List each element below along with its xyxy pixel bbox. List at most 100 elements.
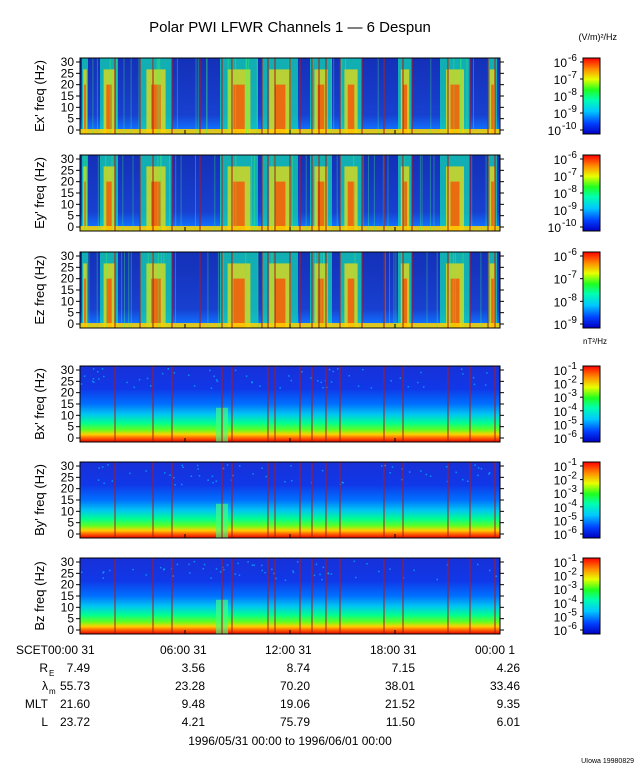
noise-speck [389, 568, 391, 570]
noise-speck [223, 568, 225, 571]
activity-peak [347, 84, 355, 134]
noise-speck [389, 472, 391, 474]
y-tick-label: 30 [61, 152, 75, 166]
noise-streak [326, 252, 328, 328]
colorbar: 10-610-710-810-910-10 [548, 150, 601, 235]
y-tick-label: 15 [61, 397, 75, 411]
ephemeris-value: 9.48 [182, 697, 206, 711]
spectrogram-image [80, 366, 500, 442]
noise-speck [174, 484, 176, 486]
colorbar: 10-110-210-310-410-510-6 [554, 553, 601, 638]
ephemeris-value: 55.73 [60, 679, 90, 693]
noise-streak [206, 58, 207, 134]
ephemeris-value: 4.26 [497, 661, 521, 675]
noise-speck [480, 468, 483, 470]
colorbar-tick-exponent: -9 [568, 201, 577, 212]
noise-speck [181, 483, 183, 486]
noise-speck [436, 578, 438, 581]
noise-speck [322, 566, 325, 569]
colorbar-tick-label: 10 [554, 405, 568, 419]
noise-speck [290, 465, 292, 467]
noise-speck [252, 473, 254, 475]
noise-speck [495, 575, 497, 577]
spectrogram-image [80, 558, 500, 634]
colorbar-tick-exponent: -6 [568, 429, 577, 440]
colorbar-tick-exponent: -10 [562, 121, 577, 132]
colorbar-tick-exponent: -3 [568, 388, 577, 399]
noise-streak [373, 155, 375, 231]
x-tick-label: 06:00 31 [160, 643, 207, 657]
noise-speck [80, 383, 83, 385]
y-axis-label: By' freq (Hz) [32, 464, 47, 536]
colorbar-tick-label: 10 [554, 56, 568, 70]
noise-speck [98, 467, 100, 469]
noise-streak [159, 58, 161, 134]
noise-speck [259, 385, 261, 387]
noise-speck [98, 378, 100, 380]
noise-speck [247, 561, 249, 563]
noise-speck [103, 375, 105, 378]
y-tick-label: 20 [61, 78, 75, 92]
noise-speck [321, 578, 323, 581]
activity-peak [450, 84, 460, 134]
noise-streak [354, 252, 356, 328]
noise-speck [215, 480, 217, 482]
colorbar-gradient [582, 461, 601, 539]
noise-streak [471, 155, 473, 231]
noise-streak [453, 58, 455, 134]
colorbar-tick-exponent: -8 [568, 184, 577, 195]
noise-speck [239, 465, 241, 467]
noise-streak [248, 58, 250, 134]
y-tick-label: 25 [61, 470, 75, 484]
ephemeris-value: 33.46 [490, 679, 520, 693]
noise-speck [488, 473, 490, 475]
noise-speck [477, 467, 480, 469]
noise-streak [246, 58, 248, 134]
noise-speck [216, 380, 219, 383]
noise-streak [317, 252, 319, 328]
ephemeris-row-label: MLT [25, 697, 49, 711]
noise-streak [195, 155, 196, 231]
noise-speck [219, 571, 222, 573]
noise-speck [213, 375, 215, 377]
activity-peak [402, 84, 408, 134]
y-tick-label: 5 [67, 209, 74, 223]
y-tick-label: 0 [67, 431, 74, 445]
ephemeris-value: 8.74 [287, 661, 311, 675]
noise-streak [160, 252, 162, 328]
noise-streak [288, 58, 290, 134]
noise-streak [454, 252, 456, 328]
noise-speck [462, 478, 464, 481]
noise-streak [387, 155, 389, 231]
noise-speck [103, 571, 105, 573]
noise-speck [320, 381, 322, 384]
y-tick-label: 10 [61, 197, 75, 211]
colorbar-tick-label: 10 [548, 221, 562, 235]
colorbar-tick-exponent: -7 [568, 70, 577, 81]
colorbar-tick-label: 10 [554, 501, 568, 515]
activity-peak [347, 278, 355, 328]
activity-peak [233, 278, 245, 328]
noise-speck [408, 471, 411, 473]
colorbar-tick-label: 10 [554, 273, 568, 287]
colorbar-tick-label: 10 [554, 391, 568, 405]
noise-streak [253, 155, 255, 231]
noise-streak [96, 58, 98, 134]
noise-streak [83, 155, 85, 231]
ephemeris-value: 19.06 [280, 697, 310, 711]
noise-speck [215, 379, 218, 381]
noise-speck [193, 385, 196, 387]
noise-speck [342, 482, 344, 484]
noise-speck [146, 377, 149, 380]
noise-speck [484, 384, 487, 386]
colorbar-tick-label: 10 [554, 318, 568, 332]
noise-speck [176, 563, 179, 566]
ephemeris-value: 7.15 [392, 661, 416, 675]
y-tick-label: 30 [61, 363, 75, 377]
y-tick-label: 0 [67, 317, 74, 331]
noise-speck [310, 377, 312, 379]
noise-streak [160, 155, 162, 231]
noise-streak [92, 58, 94, 134]
y-tick-label: 5 [67, 112, 74, 126]
noise-speck [292, 570, 294, 572]
